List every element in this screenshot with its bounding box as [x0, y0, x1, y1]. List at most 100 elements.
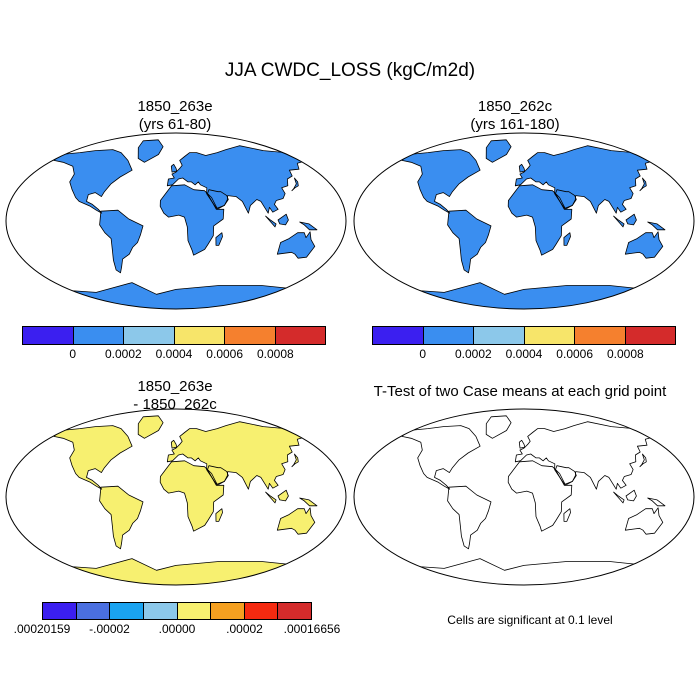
land-indonesia2 — [626, 214, 637, 225]
coastline-newguinea — [299, 497, 318, 507]
colorbar-tick-label: 0.0006 — [206, 347, 244, 361]
land-australia — [277, 231, 315, 259]
coastline-northAmerica — [53, 425, 133, 490]
colorbar-bottom-left-ticks: .00020159 -.00002 .00000 .00002 .00016656 — [14, 622, 341, 638]
panel-title-top-right: 1850_262c (yrs 161-180) — [400, 98, 630, 134]
land-eurasia — [515, 145, 656, 214]
land-arabia — [555, 189, 577, 209]
coastline-greenland — [485, 139, 512, 163]
coastlines — [400, 139, 666, 309]
coastlines — [52, 139, 318, 309]
colorbar-tick-label: 0 — [419, 347, 426, 361]
land-southAmerica — [99, 210, 143, 273]
colorbar-swatch — [524, 327, 575, 344]
land-eurasia — [167, 421, 308, 490]
coastline-uk — [170, 163, 178, 173]
land-indonesia2 — [278, 214, 289, 225]
coastlines — [52, 415, 318, 585]
coastline-africa — [159, 184, 225, 256]
coastline-australia — [624, 507, 664, 535]
colorbar-tick-label: 0.0006 — [556, 347, 594, 361]
land-newguinea — [647, 222, 665, 230]
land-madagascar — [563, 232, 571, 246]
coastline-greenland — [137, 139, 164, 163]
coastline-indonesia2 — [625, 489, 637, 502]
colorbar-swatch — [275, 327, 325, 344]
coastlines — [400, 415, 666, 585]
colorbar-tick-label: 0.0004 — [155, 347, 193, 361]
coastline-japan — [639, 453, 647, 468]
land-eurasia — [167, 145, 308, 214]
coastline-australia — [276, 507, 316, 535]
coastline-uk — [518, 439, 526, 449]
colorbar-swatch — [43, 603, 77, 619]
colorbar-top-left — [22, 326, 326, 345]
panel-title-line1: 1850_263e — [137, 378, 213, 395]
land-madagascar — [215, 508, 223, 522]
land-uk — [171, 164, 177, 173]
coastline-arabia — [555, 189, 577, 209]
coastline-northAmerica — [401, 425, 481, 490]
colorbar-tick-label: 0.0004 — [505, 347, 543, 361]
coastline-southAmerica — [99, 485, 144, 550]
land-arabia — [207, 465, 229, 485]
land-northAmerica — [53, 149, 133, 214]
coastline-eurasia — [166, 421, 309, 490]
coastline-indonesia1 — [265, 215, 277, 228]
coastline-newguinea — [299, 221, 318, 231]
colorbar-swatch — [124, 327, 175, 344]
land-fill-layer — [52, 139, 317, 309]
coastline-indonesia1 — [613, 491, 625, 504]
coastline-newguinea — [647, 497, 666, 507]
colorbar-tick-label: -.00002 — [89, 622, 130, 636]
coastline-southAmerica — [447, 209, 492, 274]
land-newguinea — [299, 498, 317, 506]
panel-title-line1: 1850_263e — [137, 98, 213, 115]
colorbar-swatch — [23, 327, 74, 344]
panel-title-bottom-right: T-Test of two Case means at each grid po… — [345, 383, 695, 401]
colorbar-tick-label: 0.0002 — [104, 347, 142, 361]
coastline-antarctica — [52, 558, 300, 585]
coastline-eurasia — [166, 145, 309, 214]
land-antarctica — [52, 558, 300, 585]
colorbar-top-left-ticks: 0 0.0002 0.0004 0.0006 0.0008 — [22, 347, 326, 363]
land-fill-layer — [52, 415, 317, 585]
coastline-africa — [159, 460, 225, 532]
land-australia — [625, 231, 663, 259]
colorbar-swatch — [575, 327, 626, 344]
map-border — [353, 408, 695, 586]
land-arabia — [207, 189, 229, 209]
map-panel-bottom-right — [353, 408, 695, 586]
colorbar-swatch — [474, 327, 525, 344]
colorbar-swatch — [423, 327, 474, 344]
colorbar-tick-label: 0.0008 — [256, 347, 294, 361]
colorbar-tick-label: 0.0002 — [454, 347, 492, 361]
coastline-arabia — [555, 465, 577, 485]
coastline-newguinea — [647, 221, 666, 231]
map-panel-top-left — [5, 132, 347, 310]
colorbar-tick-label: .00002 — [226, 622, 263, 636]
colorbar-top-right — [372, 326, 676, 345]
map-border — [5, 408, 347, 586]
coastline-eurasia — [514, 145, 657, 214]
colorbar-top-right-ticks: 0 0.0002 0.0004 0.0006 0.0008 — [372, 347, 676, 363]
colorbar-tick-label: .00000 — [158, 622, 196, 636]
colorbar-swatch — [278, 603, 311, 619]
coastline-southAmerica — [99, 209, 144, 274]
land-fill-layer — [400, 139, 665, 309]
coastline-antarctica — [400, 282, 648, 309]
coastline-arabia — [207, 465, 229, 485]
coastline-japan — [639, 177, 647, 192]
land-antarctica — [400, 282, 648, 309]
colorbar-swatch — [625, 327, 675, 344]
coastline-madagascar — [563, 508, 571, 522]
coastline-indonesia1 — [613, 215, 625, 228]
coastline-indonesia2 — [277, 489, 289, 502]
colorbar-swatch — [143, 603, 178, 619]
coastline-madagascar — [215, 232, 223, 246]
coastline-uk — [518, 163, 526, 173]
coastline-arabia — [207, 189, 229, 209]
coastline-africa — [507, 184, 573, 256]
land-newguinea — [299, 222, 317, 230]
coastline-greenland — [137, 415, 164, 439]
